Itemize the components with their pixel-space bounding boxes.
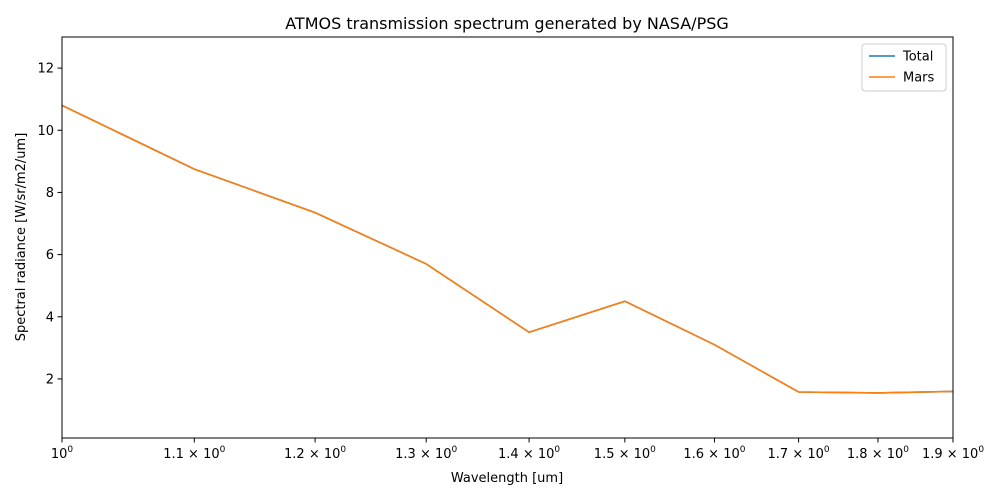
y-tick-label: 10 <box>37 124 54 139</box>
legend-label-total: Total <box>902 50 933 65</box>
x-axis-label: Wavelength [um] <box>451 471 563 486</box>
plot-lines <box>61 104 954 394</box>
x-tick-label: 1.9 × 100 <box>922 445 984 462</box>
x-tick-label: 100 <box>51 445 74 462</box>
x-tick-label: 1.2 × 100 <box>284 445 346 462</box>
x-axis-ticks: 100 1.1 × 100 1.2 × 100 1.3 × 100 1.4 × 100 1… <box>51 438 984 462</box>
y-axis-ticks: 2 4 6 8 10 12 <box>37 62 62 387</box>
y-tick-label: 2 <box>46 372 54 387</box>
y-axis-label: Spectral radiance [W/sr/m2/um] <box>14 133 29 342</box>
x-tick-label: 1.5 × 100 <box>594 445 656 462</box>
y-tick-label: 6 <box>46 248 54 263</box>
y-tick-label: 12 <box>37 62 54 77</box>
series-line-total <box>61 104 954 394</box>
legend: Total Mars <box>861 43 947 92</box>
x-tick-label: 1.7 × 100 <box>768 445 830 462</box>
x-tick-label: 1.6 × 100 <box>683 445 745 462</box>
series-line-mars <box>61 104 954 394</box>
y-tick-label: 8 <box>46 186 54 201</box>
x-tick-label: 1.8 × 100 <box>847 445 909 462</box>
legend-label-mars: Mars <box>903 71 935 86</box>
x-tick-label: 1.4 × 100 <box>498 445 560 462</box>
y-tick-label: 4 <box>46 310 54 325</box>
x-tick-label: 1.1 × 100 <box>163 445 225 462</box>
chart-title: ATMOS transmission spectrum generated by… <box>285 14 729 33</box>
x-tick-label: 1.3 × 100 <box>395 445 457 462</box>
plot-frame <box>61 36 954 439</box>
